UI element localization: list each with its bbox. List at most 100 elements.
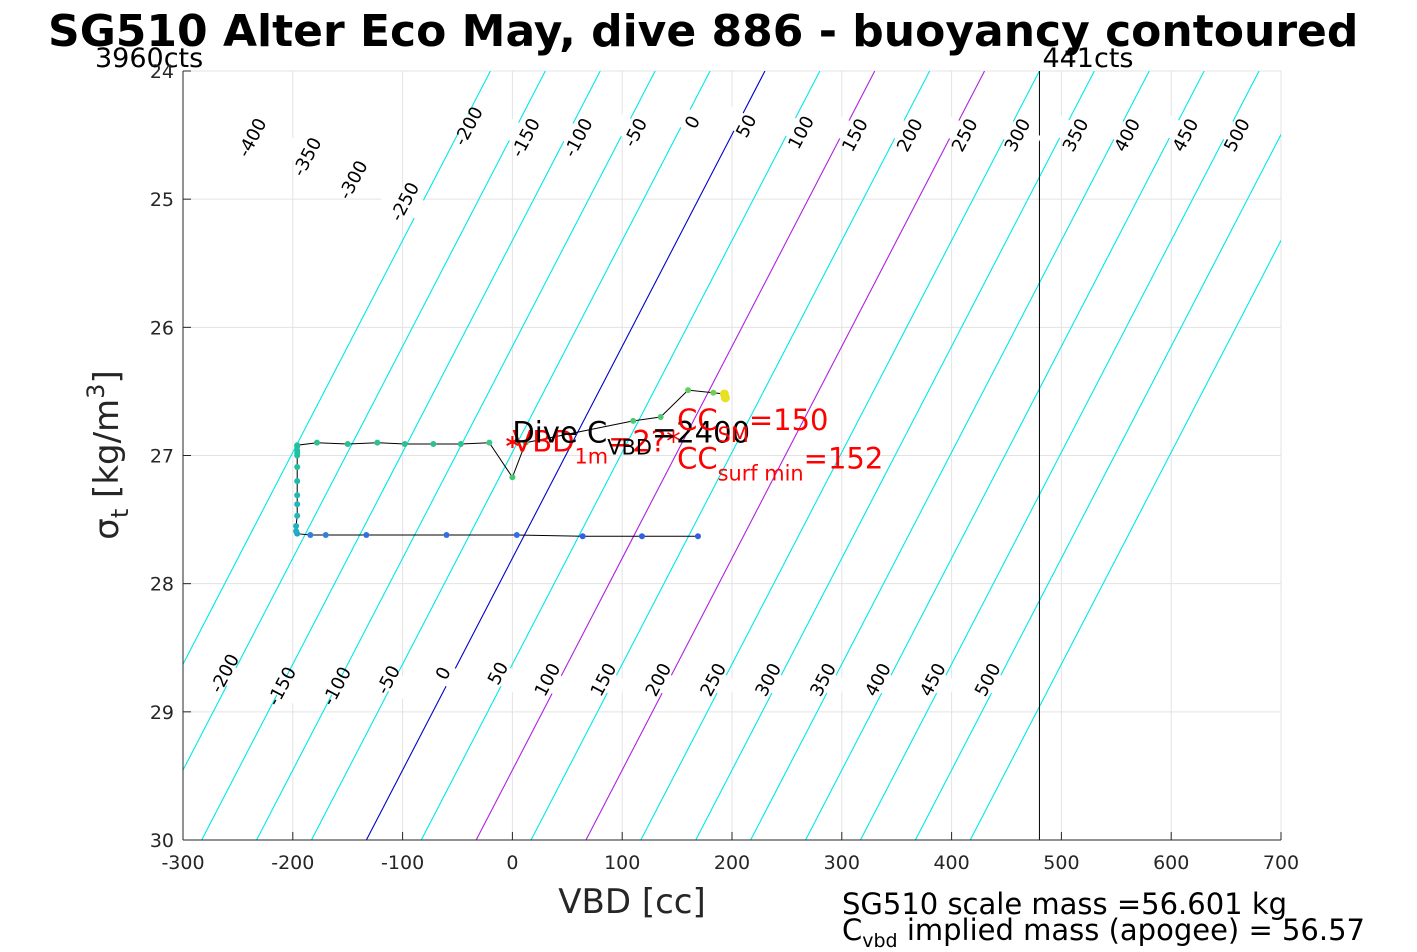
contour-label-bg bbox=[579, 660, 628, 699]
y-tick-label: 29 bbox=[150, 702, 174, 724]
x-tick-label: 400 bbox=[933, 852, 969, 874]
dive-data-point bbox=[374, 439, 381, 446]
chart-title: SG510 Alter Eco May, dive 886 - buoyancy… bbox=[48, 6, 1359, 57]
contour-label-bg bbox=[364, 660, 413, 699]
dive-data-point bbox=[443, 531, 450, 538]
count-label-right: 441cts bbox=[1042, 43, 1133, 74]
x-tick-label: 0 bbox=[506, 852, 518, 874]
y-tick-label: 28 bbox=[150, 574, 174, 596]
contour-line bbox=[805, 71, 1205, 840]
implied-mass-tail: implied mass (apogee) = 56.57 bbox=[897, 913, 1365, 947]
dive-data-point bbox=[513, 531, 520, 538]
dive-data-point bbox=[294, 512, 301, 519]
contour-label-bg bbox=[501, 118, 550, 157]
x-tick-label: -100 bbox=[381, 852, 424, 874]
contour-label-bg bbox=[380, 182, 429, 221]
count-label-left: 3960cts bbox=[95, 43, 203, 74]
x-tick-label: 200 bbox=[714, 852, 750, 874]
contour-line bbox=[420, 71, 821, 840]
contour-line bbox=[310, 71, 711, 840]
y-tick-label: 24 bbox=[150, 61, 174, 83]
dive-data-point bbox=[294, 442, 301, 449]
dive-data-point bbox=[657, 414, 664, 421]
contour-label-bg bbox=[908, 660, 958, 699]
contour-label-bg bbox=[722, 106, 771, 146]
contour-label-bg bbox=[312, 667, 361, 706]
x-tick-label: 500 bbox=[1043, 852, 1079, 874]
contour-line bbox=[695, 71, 1095, 840]
contour-label-bg bbox=[853, 660, 903, 699]
x-tick-label: 300 bbox=[824, 852, 860, 874]
contour-label-bg bbox=[963, 660, 1012, 699]
dive-path-line bbox=[295, 389, 726, 537]
dive-cvbd-annotation: Dive CVBD=2400 bbox=[512, 416, 750, 460]
contour-label-bg bbox=[830, 115, 880, 155]
dive-data-point bbox=[294, 492, 301, 499]
dive-data-point bbox=[293, 522, 300, 529]
contour-line bbox=[530, 71, 931, 840]
x-tick-label: 100 bbox=[604, 852, 640, 874]
contour-label-bg bbox=[799, 660, 848, 699]
x-tick-label: -200 bbox=[271, 852, 314, 874]
dive-data-point bbox=[363, 531, 370, 538]
dive-data-point bbox=[509, 474, 516, 481]
contour-lines bbox=[183, 71, 1281, 840]
dive-data-point bbox=[294, 464, 301, 471]
contour-label-bg bbox=[940, 115, 989, 155]
dive-data-point bbox=[710, 389, 717, 396]
contour-line bbox=[969, 239, 1281, 840]
contour-line bbox=[183, 71, 491, 666]
dive-data-point bbox=[630, 417, 637, 424]
contour-label-bg bbox=[993, 115, 1042, 155]
contour-label-bg bbox=[634, 660, 683, 699]
dive-data-point bbox=[293, 528, 300, 535]
dive-data-point bbox=[694, 533, 701, 540]
contour-label-bg bbox=[523, 660, 572, 699]
contour-line bbox=[201, 71, 601, 840]
dive-data-point bbox=[720, 393, 730, 403]
contour-label-bg bbox=[777, 113, 826, 152]
contour-line bbox=[914, 133, 1281, 840]
implied-mass-prefix: C bbox=[842, 913, 863, 947]
cc-sm-annotation: CCSM=150 bbox=[677, 403, 828, 447]
dive-data-point bbox=[457, 440, 464, 447]
dive-data-point bbox=[430, 440, 437, 447]
y-axis-label: σt [kg/m3] bbox=[82, 370, 134, 539]
contour-label-bg bbox=[257, 667, 306, 706]
y-tick-label: 26 bbox=[150, 317, 174, 339]
contour-label-bg bbox=[668, 103, 717, 142]
contour-label-bg bbox=[1051, 115, 1100, 155]
dive-data-point bbox=[322, 531, 329, 538]
vbd-1m-marker: * bbox=[506, 432, 520, 462]
y-tick-label: 30 bbox=[150, 830, 174, 852]
contour-line bbox=[640, 71, 1040, 840]
dive-data-point bbox=[313, 439, 320, 446]
contour-line bbox=[859, 71, 1260, 840]
cc-surf-min-annotation: CCsurf min=152 bbox=[677, 441, 883, 485]
implied-mass-note: Cvbd implied mass (apogee) = 56.57 bbox=[842, 913, 1365, 952]
dive-data-point bbox=[307, 531, 314, 538]
y-tick-label: 25 bbox=[150, 189, 174, 211]
dive-data-point bbox=[685, 387, 692, 394]
x-axis-label: VBD [cc] bbox=[558, 882, 706, 922]
implied-mass-sub: vbd bbox=[862, 929, 898, 952]
contour-label-bg bbox=[200, 654, 249, 693]
contour-label-bg bbox=[474, 654, 523, 693]
dive-data-point bbox=[579, 533, 586, 540]
x-tick-label: 600 bbox=[1153, 852, 1189, 874]
contour-label-bg bbox=[554, 118, 603, 157]
highlighted-contour-line bbox=[475, 71, 876, 840]
dive-data-point bbox=[344, 440, 351, 447]
contour-label-bg bbox=[885, 115, 934, 155]
x-tick-label: 700 bbox=[1263, 852, 1299, 874]
contour-label-bg bbox=[228, 118, 277, 157]
contour-label-bg bbox=[444, 106, 493, 146]
y-tick-label: 27 bbox=[150, 446, 174, 468]
dive-data-point bbox=[522, 439, 529, 446]
vbd-1m-annotation: VBD1m=2?* bbox=[512, 425, 680, 469]
contour-label-bg bbox=[329, 160, 378, 200]
contour-label-bg bbox=[419, 654, 468, 693]
scale-mass-note: SG510 scale mass =56.601 kg bbox=[842, 887, 1288, 921]
highlighted-contour-line bbox=[585, 71, 986, 840]
